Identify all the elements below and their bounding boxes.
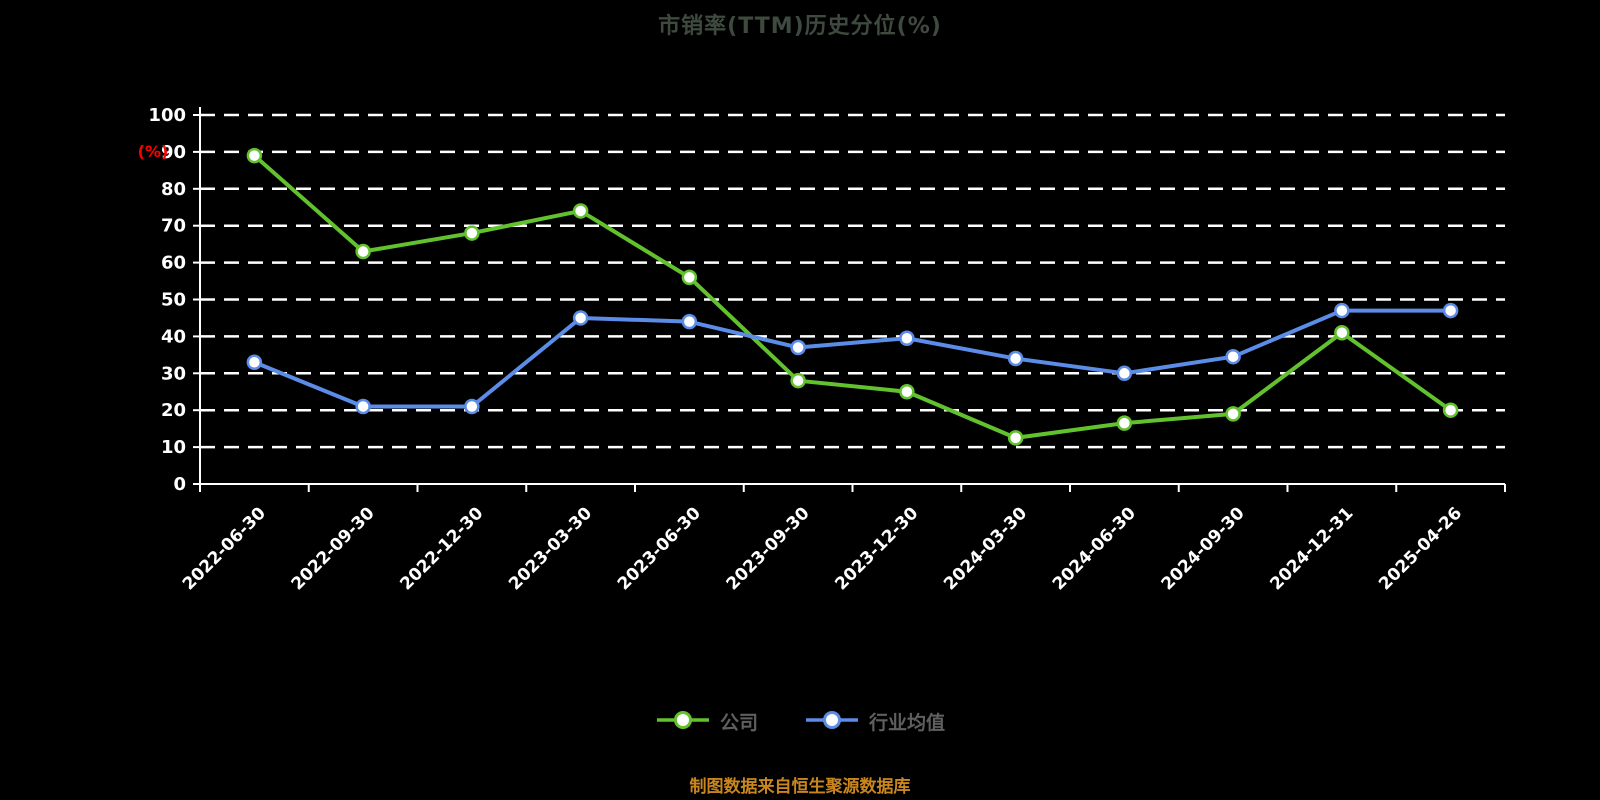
data-point bbox=[1116, 415, 1133, 431]
chart-legend: 公司 行业均值 bbox=[0, 708, 1600, 735]
legend-item-company[interactable]: 公司 bbox=[655, 708, 758, 735]
y-axis-tick-label: 10 bbox=[161, 437, 186, 458]
x-axis-tick-label: 2023-09-30 bbox=[723, 503, 814, 594]
y-axis-tick-label: 30 bbox=[161, 363, 186, 384]
chart-title: 市销率(TTM)历史分位(%) bbox=[658, 14, 942, 39]
y-axis-tick-label: 50 bbox=[161, 290, 186, 311]
data-point bbox=[572, 310, 589, 326]
x-axis-tick-label: 2025-04-26 bbox=[1375, 503, 1466, 594]
x-axis-tick-label: 2022-12-30 bbox=[396, 503, 487, 594]
data-point bbox=[572, 203, 589, 219]
data-point bbox=[790, 339, 806, 356]
x-axis-tick-label: 2024-06-30 bbox=[1049, 503, 1140, 594]
x-axis-tick-label: 2023-06-30 bbox=[614, 503, 705, 594]
legend-label-industry-average: 行业均值 bbox=[869, 712, 946, 734]
x-axis-tick-label: 2023-12-30 bbox=[831, 503, 922, 594]
x-axis-tick-label: 2023-03-30 bbox=[505, 503, 596, 594]
x-axis-tick-label: 2024-03-30 bbox=[940, 503, 1031, 594]
industry-series-marker-icon bbox=[804, 710, 860, 734]
series-line-0 bbox=[252, 153, 1453, 440]
x-axis-tick-label: 2024-09-30 bbox=[1158, 503, 1249, 594]
data-point bbox=[1007, 430, 1024, 446]
data-point bbox=[464, 398, 480, 415]
data-point bbox=[681, 269, 698, 286]
y-axis-tick-label: 80 bbox=[161, 179, 186, 200]
data-point bbox=[1334, 302, 1350, 319]
legend-label-company: 公司 bbox=[719, 712, 758, 734]
y-axis-tick-label: 100 bbox=[148, 105, 186, 126]
data-point bbox=[1225, 406, 1241, 422]
data-point bbox=[1007, 350, 1024, 367]
series-line-1 bbox=[252, 308, 1453, 409]
data-point bbox=[355, 398, 371, 415]
data-point bbox=[464, 225, 480, 241]
y-axis-unit-label: (%) bbox=[138, 142, 169, 161]
x-axis-tick-label: 2024-12-31 bbox=[1266, 503, 1357, 594]
data-source-note: 制图数据来自恒生聚源数据库 bbox=[689, 777, 911, 797]
data-point bbox=[899, 330, 915, 346]
y-axis-tick-label: 0 bbox=[173, 474, 186, 495]
x-axis-tick-label: 2022-09-30 bbox=[288, 503, 379, 594]
y-axis-tick-label: 60 bbox=[161, 253, 186, 274]
data-point bbox=[681, 313, 698, 330]
legend-item-industry-average[interactable]: 行业均值 bbox=[804, 708, 945, 735]
data-point bbox=[899, 384, 915, 400]
x-axis-tick-label: 2022-06-30 bbox=[179, 503, 270, 594]
data-point bbox=[246, 354, 263, 370]
data-point bbox=[1116, 365, 1133, 382]
data-point bbox=[790, 372, 806, 389]
data-point bbox=[1225, 348, 1241, 365]
company-series-marker-icon bbox=[655, 710, 711, 734]
data-point bbox=[355, 243, 371, 260]
data-point bbox=[1442, 402, 1459, 418]
y-axis-tick-label: 40 bbox=[161, 326, 186, 347]
data-point bbox=[246, 147, 263, 164]
data-point bbox=[1334, 324, 1350, 341]
y-axis-tick-label: 90 bbox=[161, 142, 186, 163]
y-axis-tick-label: 70 bbox=[161, 216, 186, 237]
y-axis-tick-label: 20 bbox=[161, 400, 186, 421]
data-point bbox=[1442, 302, 1459, 319]
